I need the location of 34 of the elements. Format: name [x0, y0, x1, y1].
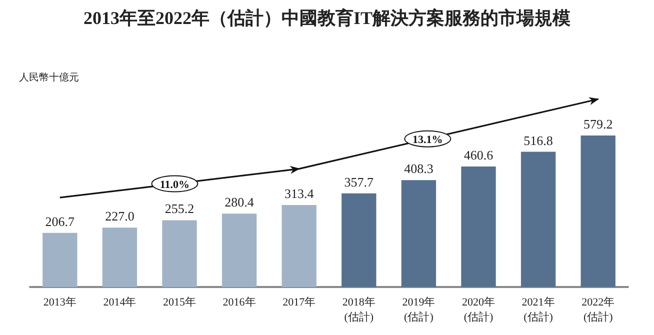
data-label: 579.2 — [583, 116, 613, 132]
data-label: 408.3 — [404, 161, 434, 176]
x-tick-label: 2022年 (估計) — [582, 296, 615, 324]
x-tick-label: 2019年 (估計) — [402, 296, 436, 324]
bar — [162, 220, 197, 287]
x-tick-label: 2016年 — [222, 296, 256, 308]
text: 人民幣十億元 — [19, 72, 79, 84]
x-tick-label: 2015年 — [163, 296, 196, 308]
bar — [42, 232, 78, 287]
data-label: 516.8 — [524, 132, 553, 148]
x-tick-label: 2021年 (估計) — [522, 296, 555, 324]
data-label: 313.4 — [284, 186, 314, 202]
data-label: 357.7 — [344, 174, 374, 190]
data-label: 460.6 — [464, 147, 494, 162]
annotation: 13.1% — [412, 134, 443, 146]
x-tick-label: 2020年 (估計) — [462, 296, 495, 324]
data-label: 255.2 — [164, 201, 194, 216]
data-label: 280.4 — [224, 194, 254, 210]
x-tick-label: 2017年 — [282, 296, 316, 308]
bar — [102, 228, 138, 287]
bar — [580, 135, 616, 287]
x-tick-label: 2013年 — [43, 296, 76, 308]
bar — [342, 193, 376, 287]
bar — [461, 166, 496, 287]
bar — [401, 180, 436, 287]
bar — [222, 214, 257, 287]
x-tick-label: 2018年 (估計) — [342, 296, 376, 324]
bar — [520, 152, 556, 287]
annotation: 11.0% — [160, 178, 190, 191]
bar — [282, 205, 316, 287]
data-label: 206.7 — [45, 214, 76, 229]
x-tick-label: 2014年 — [103, 296, 136, 308]
chart-title: 2013年至2022年（估計）中國教育IT解決方案服務的市場規模 — [83, 7, 571, 28]
data-label: 227.0 — [105, 208, 134, 224]
